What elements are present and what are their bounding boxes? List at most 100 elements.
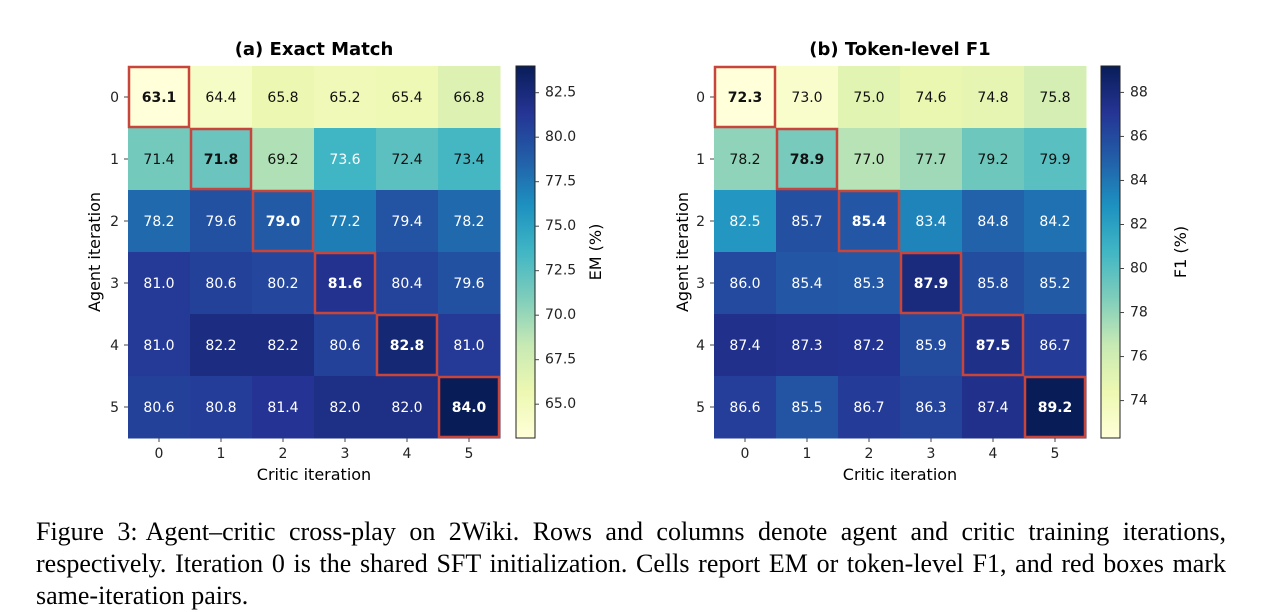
cell-value-label: 82.8 <box>390 338 425 354</box>
caption-label: Figure 3: <box>36 517 138 546</box>
heatmap-cell <box>438 376 501 439</box>
heatmap-cell <box>962 252 1025 315</box>
cell-value-label: 79.6 <box>205 214 236 230</box>
y-tick-label: 0 <box>110 90 119 106</box>
heatmap-cell <box>438 190 501 253</box>
cell-value-label: 78.2 <box>729 152 760 168</box>
cell-value-label: 65.8 <box>267 90 298 106</box>
x-tick-label: 3 <box>927 446 936 462</box>
heatmap-cell <box>838 128 901 191</box>
same-iteration-box <box>713 65 777 129</box>
cell-value-label: 81.0 <box>143 338 174 354</box>
colorbar-tick-label: 70.0 <box>545 307 576 323</box>
cell-value-label: 78.2 <box>453 214 484 230</box>
y-tick-label: 5 <box>696 400 705 416</box>
heatmap-cell <box>838 66 901 129</box>
y-axis-label: Agent iteration <box>673 192 692 312</box>
heatmap-cell <box>128 314 191 377</box>
cell-value-label: 82.5 <box>729 214 760 230</box>
cell-value-label: 78.9 <box>790 152 825 168</box>
chart-title: (b) Token-level F1 <box>809 39 990 60</box>
x-tick-label: 2 <box>279 446 288 462</box>
y-tick-label: 1 <box>696 152 705 168</box>
x-axis-label: Critic iteration <box>843 465 957 484</box>
heatmap-cell <box>438 314 501 377</box>
same-iteration-box <box>899 251 963 315</box>
heatmap-panel-token-f1: (b) Token-level F1 72.3 73.0 75.0 74.6 74.8 75… <box>673 39 1190 484</box>
heatmap-cell <box>252 66 315 129</box>
cell-value-label: 85.2 <box>1039 276 1070 292</box>
chart-title: (a) Exact Match <box>235 39 394 60</box>
heatmap-cell <box>962 66 1025 129</box>
heatmap-cell <box>900 314 963 377</box>
cell-value-label: 89.2 <box>1038 400 1073 416</box>
y-tick-label: 3 <box>110 276 119 292</box>
x-tick-label: 2 <box>865 446 874 462</box>
cell-value-label: 83.4 <box>915 214 946 230</box>
figure-caption: Figure 3: Agent–critic cross-play on 2Wik… <box>36 516 1226 612</box>
colorbar-tick-label: 82 <box>1130 216 1148 232</box>
heatmap-cell <box>1024 376 1087 439</box>
cell-value-label: 80.8 <box>205 400 236 416</box>
x-tick-label: 4 <box>403 446 412 462</box>
cell-value-label: 65.2 <box>329 90 360 106</box>
cell-value-label: 79.9 <box>1039 152 1070 168</box>
cell-value-label: 81.0 <box>143 276 174 292</box>
cell-value-label: 86.3 <box>915 400 946 416</box>
heatmap-cell <box>838 190 901 253</box>
same-iteration-box <box>189 127 253 191</box>
cell-value-label: 81.0 <box>453 338 484 354</box>
cell-value-label: 72.3 <box>728 90 763 106</box>
cell-value-label: 66.8 <box>453 90 484 106</box>
heatmap-cell <box>1024 128 1087 191</box>
cell-value-label: 85.8 <box>977 276 1008 292</box>
heatmap-cell <box>128 376 191 439</box>
x-tick-label: 5 <box>465 446 474 462</box>
y-tick-label: 5 <box>110 400 119 416</box>
heatmap-cell <box>128 190 191 253</box>
heatmap-cell <box>190 252 253 315</box>
heatmap-cell <box>252 376 315 439</box>
colorbar-tick-label: 76 <box>1130 349 1148 365</box>
y-tick-label: 4 <box>110 338 119 354</box>
heatmap-cell <box>128 128 191 191</box>
cell-value-label: 87.2 <box>853 338 884 354</box>
heatmap-cell <box>252 190 315 253</box>
same-iteration-box <box>775 127 839 191</box>
heatmap-cell <box>776 376 839 439</box>
cell-value-label: 72.4 <box>391 152 422 168</box>
cell-value-label: 73.4 <box>453 152 484 168</box>
cell-value-label: 85.4 <box>791 276 822 292</box>
heatmap-cell <box>714 314 777 377</box>
cell-value-label: 85.7 <box>791 214 822 230</box>
heatmap-cell <box>438 128 501 191</box>
cell-value-label: 81.4 <box>267 400 298 416</box>
cell-value-label: 87.4 <box>729 338 760 354</box>
heatmap-cell <box>128 66 191 129</box>
heatmap-cell <box>962 314 1025 377</box>
heatmap-cell <box>252 128 315 191</box>
colorbar-tick-label: 84 <box>1130 172 1148 188</box>
heatmap-cell <box>962 190 1025 253</box>
y-tick-label: 3 <box>696 276 705 292</box>
colorbar-tick-label: 82.5 <box>545 85 576 101</box>
heatmap-cell <box>1024 190 1087 253</box>
heatmap-cell <box>376 314 439 377</box>
heatmap-cell <box>900 252 963 315</box>
heatmap-cell <box>376 66 439 129</box>
cell-value-label: 80.6 <box>205 276 236 292</box>
same-iteration-box <box>1023 375 1087 439</box>
colorbar-tick-label: 77.5 <box>545 174 576 190</box>
y-tick-label: 2 <box>696 214 705 230</box>
heatmap-cell <box>776 190 839 253</box>
same-iteration-box <box>437 375 501 439</box>
cell-value-label: 77.0 <box>853 152 884 168</box>
caption-text: Agent–critic cross-play on 2Wiki. Rows a… <box>36 517 1226 610</box>
colorbar-tick-label: 74 <box>1130 393 1148 409</box>
x-tick-label: 3 <box>341 446 350 462</box>
colorbar-tick-label: 67.5 <box>545 352 576 368</box>
heatmap-cell <box>314 190 377 253</box>
heatmap-cell <box>714 128 777 191</box>
cell-value-label: 80.6 <box>329 338 360 354</box>
heatmap-cell <box>776 314 839 377</box>
